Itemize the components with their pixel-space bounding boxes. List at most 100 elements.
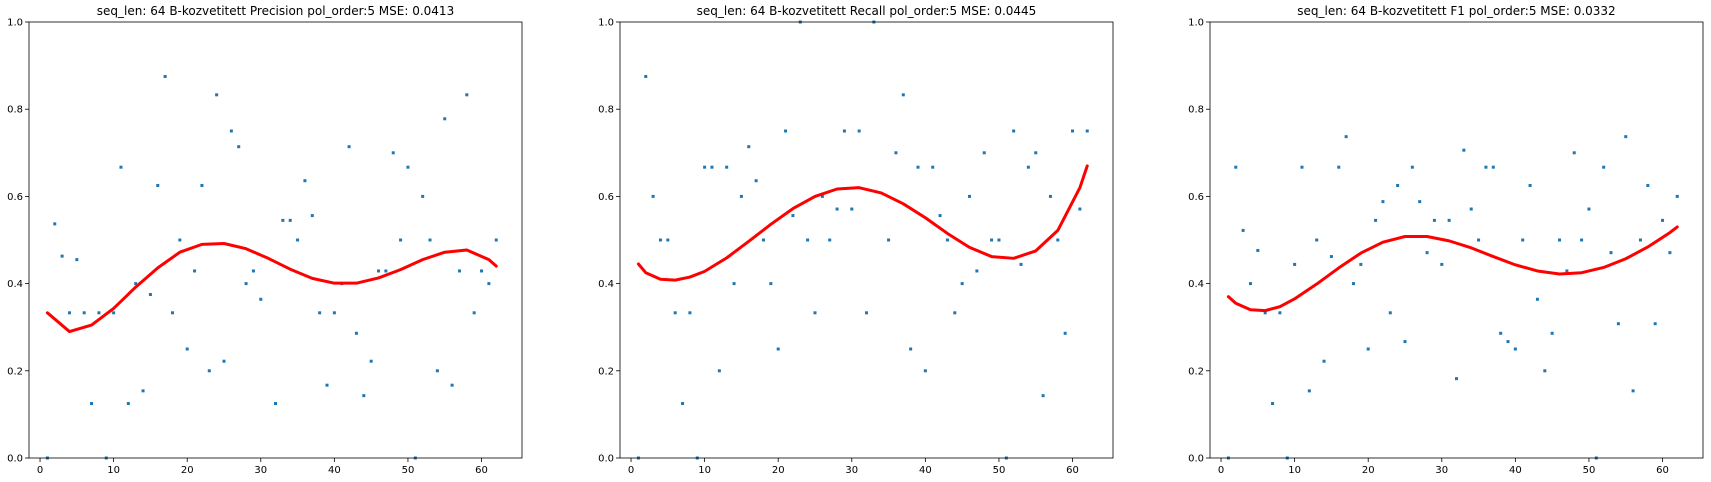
x-tick-label: 40 — [1509, 465, 1522, 476]
data-point — [288, 218, 292, 222]
data-point — [332, 311, 336, 315]
x-tick-label: 10 — [107, 465, 120, 476]
data-point — [222, 359, 226, 363]
data-point — [1034, 151, 1038, 155]
data-point — [185, 347, 189, 351]
data-point — [1293, 262, 1297, 266]
y-tick-label: 0.4 — [598, 279, 614, 290]
axes-frame — [28, 21, 523, 459]
data-point — [1410, 165, 1414, 169]
data-point — [658, 238, 662, 242]
y-tick-label: 0.4 — [1188, 279, 1204, 290]
data-point — [1631, 389, 1635, 393]
data-point — [1337, 165, 1341, 169]
data-point — [472, 311, 476, 315]
data-point — [1403, 340, 1407, 344]
x-tick-label: 0 — [628, 465, 634, 476]
axes-frame — [1209, 21, 1704, 459]
data-point — [82, 311, 86, 315]
data-point — [938, 214, 942, 218]
data-point — [1506, 340, 1510, 344]
x-tick-label: 60 — [1066, 465, 1079, 476]
y-tick-label: 1.0 — [7, 18, 23, 29]
data-point — [1491, 165, 1495, 169]
x-tick-label: 30 — [254, 465, 267, 476]
data-point — [666, 238, 670, 242]
data-point — [134, 282, 138, 286]
data-point — [916, 165, 920, 169]
data-point — [1580, 238, 1584, 242]
x-tick-label: 50 — [402, 465, 415, 476]
data-point — [1388, 311, 1392, 315]
data-point — [828, 238, 832, 242]
data-point — [1019, 262, 1023, 266]
data-point — [75, 258, 79, 262]
data-point — [1071, 129, 1075, 133]
data-point — [791, 214, 795, 218]
data-point — [163, 75, 167, 78]
x-tick-label: 30 — [1435, 465, 1448, 476]
data-point — [1462, 148, 1466, 152]
data-point — [215, 93, 219, 97]
data-point — [428, 238, 432, 242]
data-point — [325, 383, 329, 387]
data-point — [1543, 369, 1547, 373]
data-point — [1418, 200, 1422, 204]
data-point — [1366, 347, 1370, 351]
data-point — [1374, 218, 1378, 222]
data-point — [710, 165, 714, 169]
x-tick-label: 60 — [1656, 465, 1669, 476]
data-point — [1513, 347, 1517, 351]
data-point — [1063, 331, 1067, 335]
data-point — [1329, 255, 1333, 259]
x-tick-label: 30 — [845, 465, 858, 476]
x-tick-label: 20 — [1362, 465, 1375, 476]
data-point — [1469, 207, 1473, 211]
data-point — [842, 129, 846, 133]
data-point — [953, 311, 957, 315]
data-point — [97, 311, 101, 315]
data-point — [170, 311, 174, 315]
data-point — [931, 165, 935, 169]
data-point — [369, 359, 373, 363]
data-point — [435, 369, 439, 373]
data-point — [990, 238, 994, 242]
data-point — [1661, 218, 1665, 222]
data-point — [1344, 135, 1348, 139]
x-tick-label: 0 — [1218, 465, 1224, 476]
data-point — [421, 194, 425, 198]
y-tick-label: 0.0 — [1188, 454, 1204, 465]
data-point — [53, 222, 57, 226]
data-point — [178, 238, 182, 242]
data-point — [1477, 238, 1481, 242]
axes-frame — [619, 21, 1114, 459]
y-tick-label: 0.0 — [598, 454, 614, 465]
data-point — [67, 311, 71, 315]
x-tick-label: 20 — [772, 465, 785, 476]
data-point — [90, 402, 94, 405]
data-point — [1056, 238, 1060, 242]
y-tick-label: 1.0 — [598, 18, 614, 29]
data-point — [865, 311, 868, 315]
y-tick-label: 0.2 — [1188, 366, 1204, 377]
data-point — [975, 269, 979, 273]
data-point — [1351, 282, 1355, 286]
data-point — [1241, 228, 1245, 232]
y-tick-label: 0.8 — [1188, 105, 1204, 116]
data-point — [1012, 129, 1016, 133]
data-point — [1078, 207, 1082, 211]
data-point — [229, 129, 233, 133]
data-point — [1396, 184, 1400, 187]
data-point — [450, 383, 454, 387]
data-point — [207, 369, 211, 373]
data-point — [487, 282, 491, 286]
data-point — [1675, 194, 1679, 198]
y-tick-label: 0.6 — [598, 192, 614, 203]
x-tick-label: 10 — [698, 465, 711, 476]
data-point — [251, 269, 255, 273]
data-point — [303, 179, 307, 183]
data-point — [813, 311, 817, 315]
x-tick-label: 40 — [919, 465, 932, 476]
data-point — [259, 297, 263, 301]
